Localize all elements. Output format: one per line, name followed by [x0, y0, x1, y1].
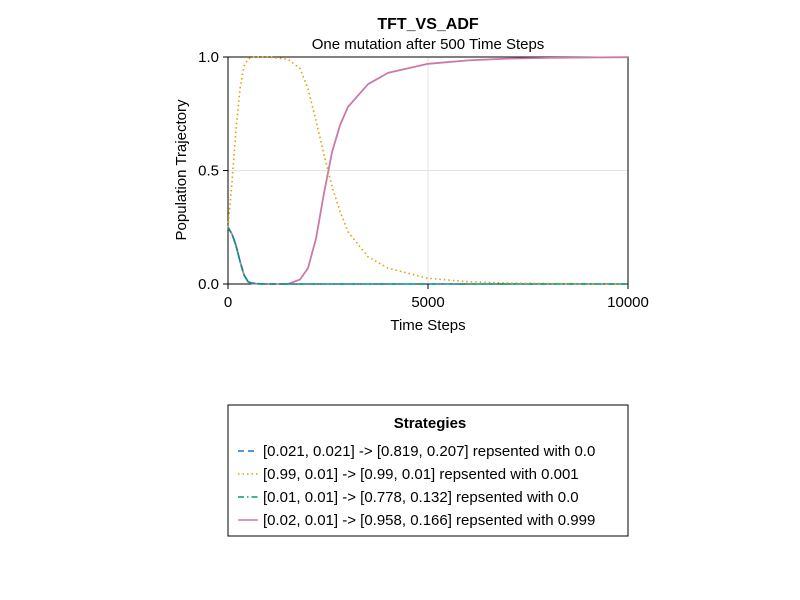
y-tick-label: 0.0 — [198, 276, 219, 293]
ticks: 0 5000 10000 0.0 0.5 1.0 — [198, 49, 649, 311]
legend-frame — [227, 404, 629, 537]
x-tick-label: 0 — [224, 294, 232, 311]
x-axis-label: Time Steps — [390, 317, 465, 334]
series-line-1 — [227, 226, 628, 285]
legend-label-1: [0.021, 0.021] -> [0.819, 0.207] repsent… — [263, 443, 595, 460]
y-axis-label: Population Trajectory — [173, 99, 190, 240]
x-tick-label: 10000 — [607, 294, 649, 311]
series-line-2 — [227, 56, 628, 285]
x-tick-label: 5000 — [411, 294, 444, 311]
legend-entries: [0.021, 0.021] -> [0.819, 0.207] repsent… — [238, 443, 595, 529]
series-line-3 — [227, 226, 628, 285]
y-tick-label: 0.5 — [198, 163, 219, 180]
chart-subtitle: One mutation after 500 Time Steps — [312, 36, 545, 53]
legend-label-2: [0.99, 0.01] -> [0.99, 0.01] repsented w… — [263, 466, 579, 483]
y-tick-label: 1.0 — [198, 49, 219, 66]
legend: Strategies [0.021, 0.021] -> [0.819, 0.2… — [227, 404, 629, 537]
chart-title: TFT_VS_ADF — [377, 16, 479, 33]
legend-label-4: [0.02, 0.01] -> [0.958, 0.166] repsented… — [263, 512, 595, 529]
legend-label-3: [0.01, 0.01] -> [0.778, 0.132] repsented… — [263, 489, 579, 506]
legend-title: Strategies — [394, 415, 467, 432]
grid — [227, 56, 629, 285]
series-layer — [227, 56, 629, 285]
